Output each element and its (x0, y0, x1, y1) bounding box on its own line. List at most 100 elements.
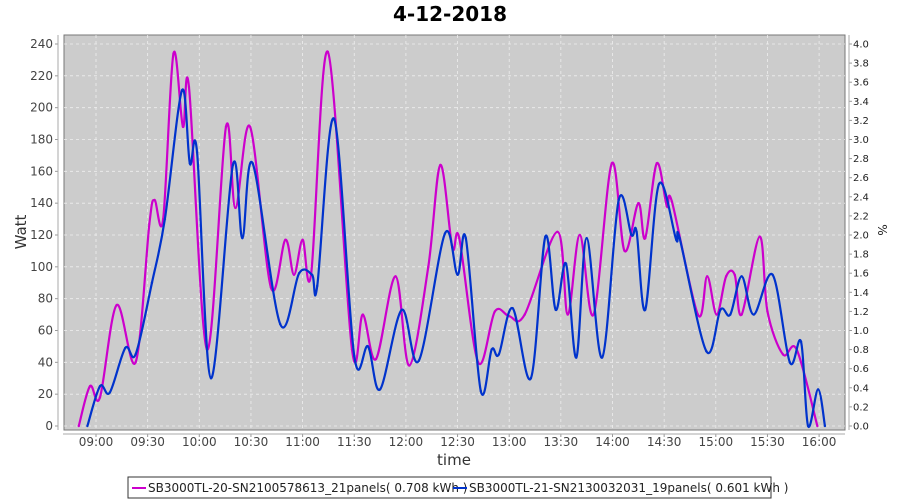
x-tick-label: 10:30 (234, 435, 269, 449)
data-point (724, 275, 728, 278)
data-point (88, 385, 92, 388)
y-tick-label: 200 (30, 101, 53, 115)
data-point (733, 273, 736, 276)
y-axis-label: Watt (12, 214, 30, 249)
data-point (417, 359, 421, 362)
y-tick-label: 20 (38, 387, 53, 401)
data-point (316, 284, 319, 288)
data-point (752, 313, 755, 316)
data-point (310, 273, 314, 276)
y2-tick-label: 3.4 (853, 97, 869, 108)
x-tick-label: 16:00 (802, 435, 837, 449)
data-point (758, 235, 761, 238)
data-point (180, 88, 184, 92)
data-point (788, 361, 792, 364)
data-point (195, 151, 199, 154)
data-point (292, 273, 296, 276)
y2-tick-label: 0.8 (853, 345, 869, 356)
x-tick-label: 11:30 (337, 435, 372, 449)
data-point (98, 396, 102, 399)
y2-tick-label: 2.0 (853, 231, 869, 242)
data-point (378, 388, 382, 391)
data-point (163, 217, 167, 221)
data-point (188, 162, 192, 165)
data-point (740, 313, 743, 316)
data-point (115, 303, 118, 307)
x-tick-label: 10:00 (182, 435, 217, 449)
data-point (439, 163, 442, 167)
data-point (823, 424, 827, 428)
y2-tick-label: 1.2 (853, 307, 869, 318)
data-point (98, 385, 102, 388)
data-point (644, 308, 647, 312)
data-point (187, 85, 191, 89)
y-tick-label: 40 (38, 355, 53, 369)
x-tick-label: 11:00 (285, 435, 320, 449)
data-point (153, 198, 156, 202)
data-point (248, 125, 252, 128)
data-point (566, 313, 569, 316)
data-point (564, 262, 568, 265)
data-point (644, 236, 647, 240)
x-tick-label: 09:00 (79, 435, 114, 449)
data-point (234, 206, 237, 210)
x-tick-label: 13:30 (544, 435, 579, 449)
y2-tick-label: 3.2 (853, 116, 869, 127)
y2-tick-label: 2.8 (853, 154, 869, 165)
y2-tick-label: 3.6 (853, 78, 869, 89)
y-tick-label: 160 (30, 164, 53, 178)
y2-tick-label: 0.6 (853, 364, 869, 375)
data-point (670, 200, 674, 203)
data-point (148, 222, 151, 226)
data-point (799, 340, 803, 343)
x-tick-label: 15:30 (750, 435, 785, 449)
x-tick-label: 09:30 (130, 435, 165, 449)
data-point (297, 272, 301, 275)
data-point (600, 356, 604, 359)
data-point (766, 310, 769, 313)
x-tick-label: 14:00 (595, 435, 630, 449)
data-point (86, 424, 89, 428)
y-tick-label: 240 (30, 37, 53, 51)
data-point (443, 232, 447, 235)
data-point (108, 391, 111, 394)
data-point (284, 238, 287, 241)
y-tick-label: 0 (45, 419, 53, 433)
data-point (529, 377, 533, 380)
data-point (181, 125, 185, 128)
data-point (816, 424, 819, 428)
data-point (479, 389, 482, 393)
x-tick-label: 14:30 (647, 435, 682, 449)
data-point (610, 162, 614, 165)
data-point (374, 357, 378, 361)
data-point (490, 348, 493, 351)
x-tick-label: 12:00 (389, 435, 424, 449)
y2-tick-label: 2.6 (853, 173, 869, 184)
y-tick-label: 120 (30, 228, 53, 242)
y2-tick-label: 2.2 (853, 211, 869, 222)
data-point (635, 230, 638, 234)
y2-tick-label: 1.4 (853, 288, 869, 299)
y2-tick-label: 0.2 (853, 402, 869, 413)
y2-axis-label: % (875, 224, 889, 235)
data-point (675, 238, 678, 241)
data-point (630, 233, 633, 237)
data-point (134, 353, 137, 356)
legend-label-series-2: SB3000TL-21-SN2130032031_19panels( 0.601… (469, 481, 788, 495)
data-point (124, 346, 127, 350)
data-point (556, 230, 559, 234)
legend-box (127, 476, 772, 499)
data-point (705, 275, 709, 278)
series-line-2 (86, 88, 827, 428)
data-point (241, 236, 244, 240)
y-tick-label: 100 (30, 260, 53, 274)
data-point (172, 52, 175, 55)
data-point (326, 50, 330, 54)
data-point (427, 265, 430, 269)
data-point (575, 356, 578, 359)
data-point (617, 198, 620, 202)
data-point (77, 424, 80, 428)
y-tick-label: 60 (38, 324, 53, 338)
x-tick-label: 12:30 (440, 435, 475, 449)
